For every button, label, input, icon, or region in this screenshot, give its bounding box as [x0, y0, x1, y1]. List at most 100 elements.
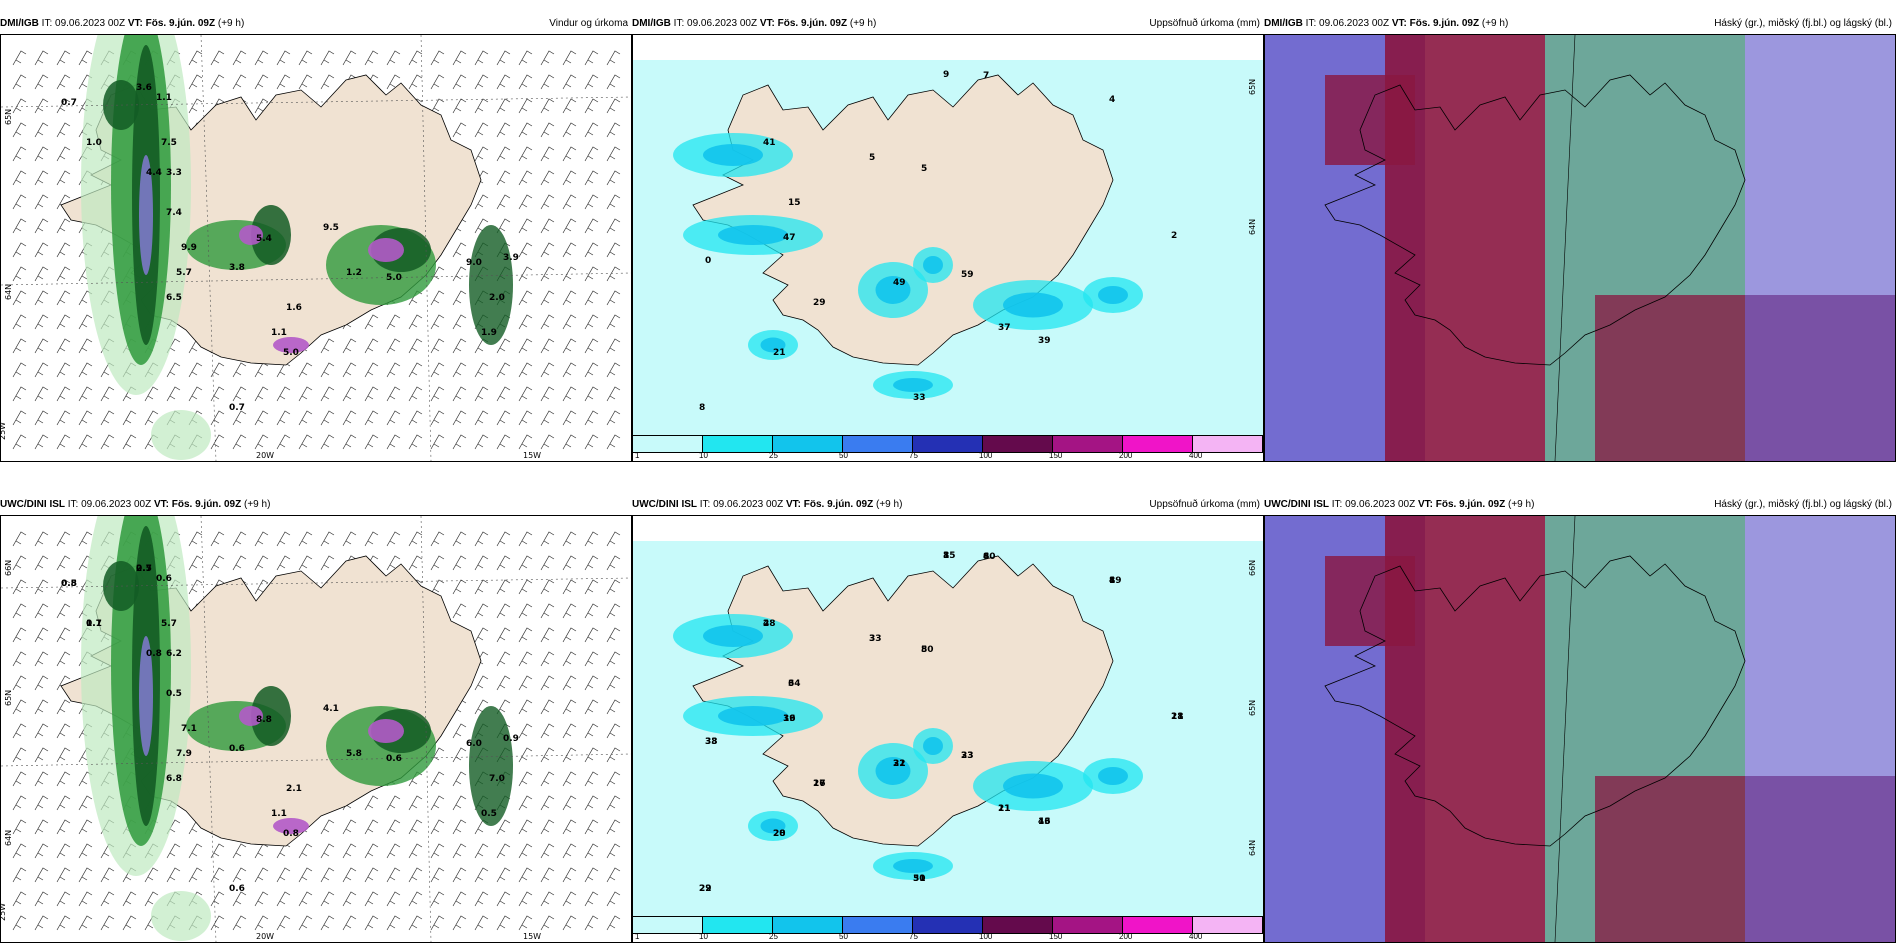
- wind-barb: [540, 74, 555, 90]
- wind-barb: [452, 74, 467, 90]
- wind-barb: [408, 410, 423, 426]
- wind-barb: [540, 675, 555, 691]
- colorbar-tick-label: 150: [1049, 451, 1063, 460]
- wind-barb: [496, 627, 511, 643]
- wind-barb: [12, 843, 27, 859]
- map-area[interactable]: [1264, 34, 1896, 462]
- map-area[interactable]: 0.7 1.0 3.6 1.1 7.5 4.4 3.3 7.4 9.9 5.7 6.5 3.8 5.4 9…: [0, 34, 632, 462]
- wind-barb: [320, 74, 335, 90]
- map-area[interactable]: 3 4 8 2 3 5 6 39 33 18 31 23 27 11 13 20 50 22 15 60 49 48 33 8…: [632, 515, 1264, 943]
- wind-barb: [408, 386, 423, 402]
- wind-barb: [562, 747, 577, 763]
- wind-barb: [540, 98, 555, 114]
- init-time: IT: 09.06.2023 00Z: [41, 18, 126, 29]
- wind-barb: [56, 98, 71, 114]
- wind-barb: [452, 531, 467, 547]
- wind-barb: [320, 819, 335, 835]
- wind-barb: [276, 555, 291, 571]
- precip-shading-core: [1098, 767, 1128, 785]
- wind-barb: [430, 434, 445, 450]
- precip-value-label: 31: [913, 874, 926, 884]
- wind-barb: [562, 843, 577, 859]
- map-area[interactable]: 9 7 4 41 5 5 15 47 0 2 49 59 29 37 39 21 33 8 65N 64N 1 10 25…: [632, 34, 1264, 462]
- wind-barb: [540, 531, 555, 547]
- wind-barb: [474, 675, 489, 691]
- wind-barb: [210, 843, 225, 859]
- wind-barb: [78, 795, 93, 811]
- precip-value-label: 2.5: [136, 564, 152, 574]
- wind-barb: [584, 194, 599, 210]
- model-name: DMI/IGB: [0, 18, 39, 29]
- wind-barb: [562, 627, 577, 643]
- wind-barb: [276, 74, 291, 90]
- no-precip-area: [633, 516, 1263, 541]
- wind-barb: [606, 843, 621, 859]
- wind-barb: [496, 338, 511, 354]
- wind-barb: [584, 915, 599, 931]
- wind-barb: [474, 434, 489, 450]
- wind-barb: [584, 627, 599, 643]
- wind-barb: [540, 362, 555, 378]
- wind-barb: [452, 747, 467, 763]
- wind-barb: [540, 266, 555, 282]
- wind-barb: [606, 434, 621, 450]
- wind-barb: [408, 843, 423, 859]
- wind-barb: [606, 386, 621, 402]
- wind-barb: [342, 843, 357, 859]
- wind-barb: [100, 434, 115, 450]
- wind-barb: [342, 362, 357, 378]
- wind-barb: [584, 410, 599, 426]
- precip-value-label: 0.6: [229, 884, 245, 894]
- colorbar-cell: [703, 436, 773, 452]
- map-area[interactable]: [1264, 515, 1896, 943]
- wind-barb: [540, 867, 555, 883]
- wind-barb: [606, 146, 621, 162]
- wind-barb: [562, 98, 577, 114]
- precip-shading: [469, 706, 513, 826]
- wind-barb: [100, 410, 115, 426]
- colorbar-cell: [913, 436, 983, 452]
- colorbar-cell: [983, 436, 1053, 452]
- wind-barb: [254, 98, 269, 114]
- precip-value-label: 0.7: [136, 564, 152, 574]
- wind-barb: [232, 555, 247, 571]
- precip-value-label: 21: [1171, 712, 1184, 722]
- wind-barb: [584, 819, 599, 835]
- wind-barb: [298, 531, 313, 547]
- colorbar-cell: [773, 917, 843, 933]
- wind-barb: [78, 819, 93, 835]
- model-name: UWC/DINI ISL: [0, 499, 65, 510]
- map-area[interactable]: 0.5 0.7 0.7 0.6 5.7 0.8 6.2 0.5 7.1 7.9 6.8 0.6 8.8 4…: [0, 515, 632, 943]
- precip-value-label: 0.6: [229, 744, 245, 754]
- wind-barb: [166, 386, 181, 402]
- precip-value-label: 8: [1109, 576, 1115, 586]
- wind-barb: [56, 627, 71, 643]
- wind-barb: [254, 362, 269, 378]
- precip-value-label: 59: [961, 270, 974, 280]
- wind-barb: [584, 675, 599, 691]
- wind-barb: [232, 531, 247, 547]
- panel-header: UWC/DINI ISL IT: 09.06.2023 00Z VT: Fös.…: [1264, 495, 1896, 515]
- wind-barb: [540, 434, 555, 450]
- wind-barb: [518, 242, 533, 258]
- colorbar-tick-label: 75: [909, 932, 918, 941]
- precip-value-label: 1.1: [86, 619, 102, 629]
- precip-value-label: 1.0: [86, 138, 102, 148]
- wind-barb: [540, 146, 555, 162]
- colorbar-tick-label: 75: [909, 451, 918, 460]
- wind-barb: [606, 98, 621, 114]
- wind-barb: [518, 699, 533, 715]
- wind-barb: [12, 675, 27, 691]
- precip-value-label: 29: [699, 884, 712, 894]
- wind-barb: [56, 843, 71, 859]
- wind-barb: [12, 170, 27, 186]
- panel-dmi-wind-precip: DMI/IGB IT: 09.06.2023 00Z VT: Fös. 9.jú…: [0, 14, 632, 462]
- wind-barb: [56, 50, 71, 66]
- wind-barb: [232, 843, 247, 859]
- wind-barb: [12, 555, 27, 571]
- wind-barb: [584, 555, 599, 571]
- wind-barb: [518, 98, 533, 114]
- wind-barb: [386, 867, 401, 883]
- wind-barb: [496, 867, 511, 883]
- precip-value-label: 0.5: [481, 809, 497, 819]
